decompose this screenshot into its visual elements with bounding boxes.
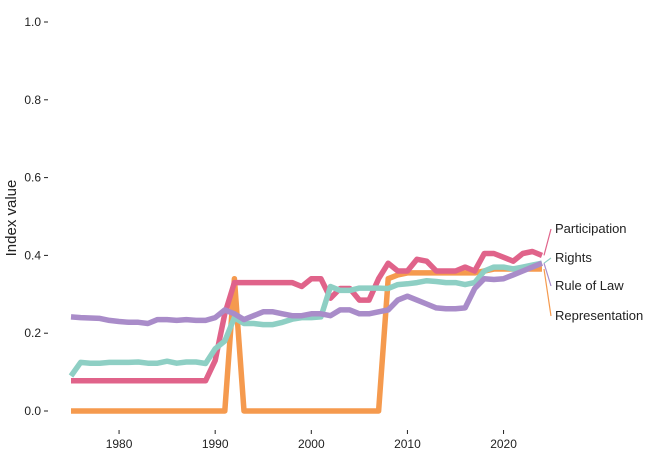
y-tick-label: 1.0 [24,15,41,29]
series-line-rule-of-law [70,260,544,327]
series-label-rule-of-law: Rule of Law [555,278,624,293]
series-line-participation [71,248,544,384]
series-label-representation: Representation [555,308,643,323]
x-tick-label: 2010 [394,437,421,451]
series-labels: Participation Rights Rule of Law Representa… [543,221,643,323]
y-axis: 0.0 0.2 0.4 0.6 0.8 1.0 [24,15,48,418]
x-tick-label: 1980 [106,437,133,451]
x-tick-label: 2020 [490,437,517,451]
series-layer [68,248,544,414]
y-tick-label: 0.0 [24,404,41,418]
y-axis-title: Index value [3,180,20,257]
series-label-participation: Participation [555,221,627,236]
label-leader-line [543,257,552,264]
series-label-rights: Rights [555,250,592,265]
x-tick-label: 1990 [202,437,229,451]
label-leader-line [543,263,552,287]
label-leader-line [543,268,552,317]
series-line-rights [68,260,543,378]
x-tick-label: 2000 [298,437,325,451]
x-axis: 1980 1990 2000 2010 2020 [106,430,517,451]
label-leader-line [543,228,552,256]
y-tick-label: 0.2 [24,326,41,340]
series-line-representation [71,266,542,414]
y-tick-label: 0.4 [24,248,41,262]
y-tick-label: 0.8 [24,93,41,107]
y-tick-label: 0.6 [24,171,41,185]
